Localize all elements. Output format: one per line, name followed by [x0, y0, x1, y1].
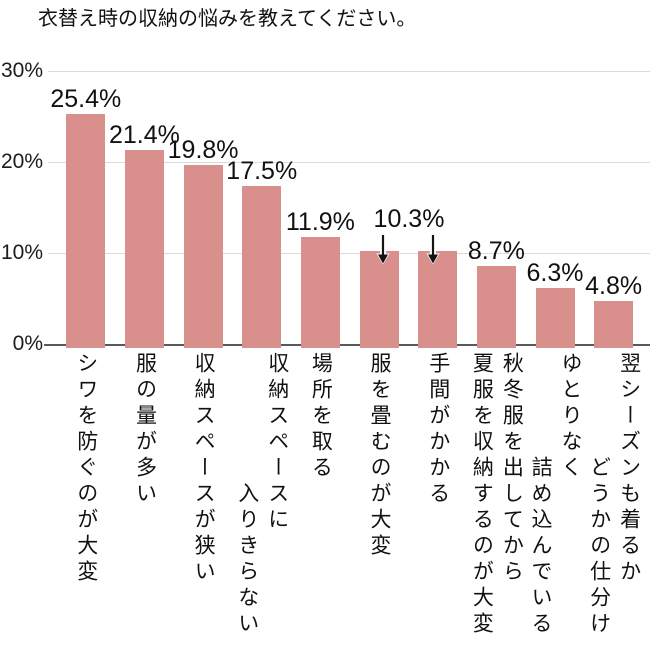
y-tick-10: 10% [0, 241, 43, 264]
category-label-line: 収納スペースに [265, 352, 289, 534]
bar [418, 251, 458, 348]
bar [183, 164, 223, 348]
category-label-line: 服の量が多い [133, 352, 157, 508]
category-label: シワを防ぐのが大変 [71, 352, 101, 586]
category-label: 服の量が多い [129, 352, 159, 508]
category-label-line: 夏服を収納するのが大変 [470, 352, 494, 638]
bar [535, 287, 575, 348]
bar [594, 301, 634, 348]
bar [300, 236, 340, 348]
bar [476, 265, 516, 348]
x-axis-line [44, 344, 650, 346]
value-label: 19.8% [167, 135, 239, 164]
y-tick-20: 20% [0, 150, 43, 173]
category-label-line: 手間がかかる [426, 352, 450, 508]
category-label: ゆとりなく 詰め込んでいる [525, 352, 585, 638]
bar [66, 113, 106, 348]
category-label-line: 翌シーズンも着るか [617, 352, 641, 586]
gridline-10 [48, 253, 650, 254]
value-label: 8.7% [467, 236, 525, 265]
category-label: 手間がかかる [423, 352, 453, 508]
category-label-line: 服を畳むのが大変 [368, 352, 392, 560]
value-label: 4.8% [585, 272, 643, 301]
category-label-line: シワを防ぐのが大変 [74, 352, 98, 586]
category-label-line: 収納スペースが狭い [192, 352, 216, 586]
bar [124, 150, 164, 348]
y-tick-30: 30% [0, 59, 43, 82]
category-label: 服を畳むのが大変 [364, 352, 394, 560]
category-label: 秋冬服を出してから 夏服を収納するのが大変 [466, 352, 526, 638]
down-arrow-icon [376, 235, 390, 265]
category-label-line: 詰め込んでいる [529, 456, 552, 638]
value-label: 6.3% [526, 258, 584, 287]
category-label-line: 場所を取る [309, 352, 333, 482]
shared-value-label: 10.3% [373, 205, 445, 233]
y-tick-0: 0% [12, 332, 43, 355]
category-label-line: 秋冬服を出してから [500, 352, 524, 586]
gridline-30 [48, 71, 650, 72]
category-label: 場所を取る [305, 352, 335, 482]
value-label: 11.9% [285, 207, 355, 236]
bar [359, 251, 399, 348]
value-label: 21.4% [108, 121, 180, 150]
category-label: 収納スペースに 入りきらない [232, 352, 292, 638]
gridline-20 [48, 162, 650, 163]
category-label-line: 入りきらない [235, 482, 259, 638]
category-label-line: どうかの仕分け [587, 456, 611, 638]
category-label-line: ゆとりなく [559, 352, 582, 482]
category-label: 収納スペースが狭い [188, 352, 218, 586]
down-arrow-icon [426, 235, 440, 265]
chart-title: 衣替え時の収納の悩みを教えてください。 [38, 8, 417, 30]
value-label: 25.4% [50, 84, 122, 113]
category-label: 翌シーズンも着るか どうかの仕分け [584, 352, 644, 638]
bar [242, 185, 282, 348]
value-label: 17.5% [226, 156, 298, 185]
